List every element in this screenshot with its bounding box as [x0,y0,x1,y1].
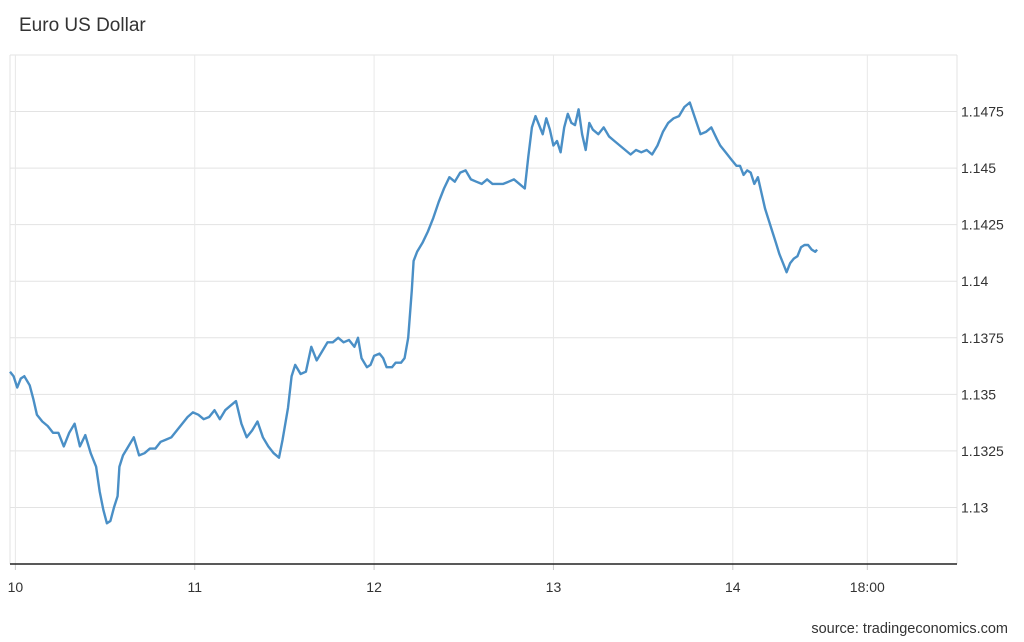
y-tick-label: 1.1325 [961,443,1004,459]
x-tick-label: 10 [8,579,24,595]
y-tick-label: 1.14 [961,273,988,289]
x-tick-label: 13 [546,579,562,595]
y-tick-label: 1.1425 [961,217,1004,233]
y-tick-label: 1.1375 [961,330,1004,346]
x-tick-label: 12 [366,579,382,595]
x-tick-label: 18:00 [850,579,885,595]
y-tick-label: 1.13 [961,499,988,515]
source-credit: source: tradingeconomics.com [811,621,1008,637]
series-line-eurusd [9,101,819,525]
series-layer [9,101,819,525]
y-tick-label: 1.1475 [961,104,1004,120]
chart-axes [9,55,958,570]
y-axis-tick-labels: 1.13 1.1325 1.135 1.1375 1.14 1.1425 1.145 1.14… [961,104,1004,516]
chart-title: Euro US Dollar [19,15,146,36]
x-tick-label: 14 [725,579,741,595]
y-tick-label: 1.135 [961,386,996,402]
x-axis-tick-labels: 10 11 12 13 14 18:00 [8,579,885,595]
grid-lines [10,54,957,564]
x-tick-label: 11 [187,579,202,595]
y-tick-label: 1.145 [961,160,996,176]
